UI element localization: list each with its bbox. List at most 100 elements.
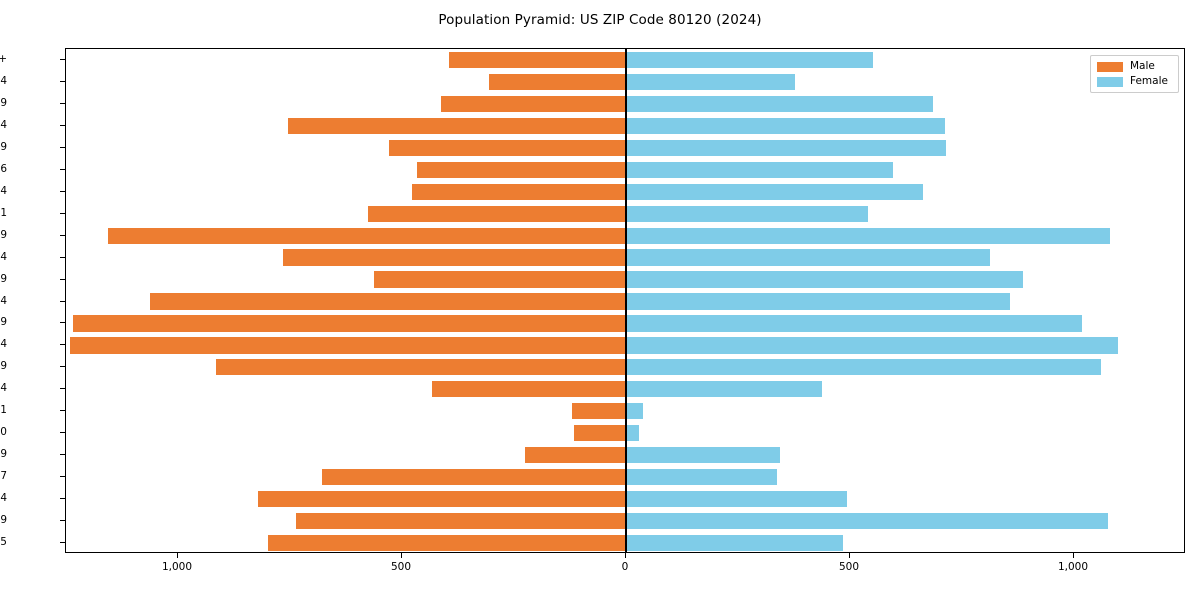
bar-row bbox=[66, 95, 1184, 112]
bar-row bbox=[66, 425, 1184, 442]
bar-male[interactable] bbox=[572, 403, 626, 420]
plot-area bbox=[65, 48, 1185, 553]
bar-row bbox=[66, 205, 1184, 222]
bar-female[interactable] bbox=[626, 161, 893, 178]
y-axis-tick-mark bbox=[60, 454, 65, 456]
y-axis-tick-mark bbox=[60, 542, 65, 544]
bar-female[interactable] bbox=[626, 51, 874, 69]
bar-row bbox=[66, 51, 1184, 69]
bar-female[interactable] bbox=[626, 403, 644, 420]
bar-male[interactable] bbox=[72, 315, 626, 332]
y-axis-tick-label: 18-19 bbox=[0, 448, 7, 461]
x-axis-tick-label: 1,000 bbox=[1057, 561, 1089, 573]
bar-male[interactable] bbox=[573, 425, 626, 442]
bar-row bbox=[66, 183, 1184, 200]
x-axis-tick-mark bbox=[849, 553, 850, 558]
bar-male[interactable] bbox=[411, 183, 626, 200]
y-axis-tick-label: 35-39 bbox=[0, 316, 7, 329]
legend-label: Female bbox=[1130, 75, 1168, 87]
bar-male[interactable] bbox=[267, 534, 626, 552]
bar-female[interactable] bbox=[626, 359, 1101, 376]
bar-male[interactable] bbox=[488, 73, 626, 91]
bar-male[interactable] bbox=[373, 271, 626, 288]
bar-male[interactable] bbox=[432, 381, 626, 398]
bar-male[interactable] bbox=[216, 359, 626, 376]
bar-male[interactable] bbox=[322, 469, 626, 486]
y-axis-tick-label: 70-74 bbox=[0, 118, 7, 131]
bar-female[interactable] bbox=[626, 490, 848, 508]
bar-male[interactable] bbox=[283, 249, 626, 266]
bar-female[interactable] bbox=[626, 534, 844, 552]
bar-row bbox=[66, 249, 1184, 266]
y-axis-tick-mark bbox=[60, 146, 65, 148]
y-axis-tick-mark bbox=[60, 124, 65, 126]
x-axis-tick-label: 500 bbox=[838, 561, 860, 573]
bar-female[interactable] bbox=[626, 73, 795, 91]
y-axis-tick-label: 10-14 bbox=[0, 492, 7, 505]
y-axis-tick-mark bbox=[60, 366, 65, 368]
bar-row bbox=[66, 534, 1184, 552]
bar-male[interactable] bbox=[288, 117, 626, 134]
bar-female[interactable] bbox=[626, 271, 1024, 288]
y-axis-tick-label: 20 bbox=[0, 426, 7, 439]
y-axis-tick-mark bbox=[60, 322, 65, 324]
bar-female[interactable] bbox=[626, 205, 868, 222]
bar-male[interactable] bbox=[149, 293, 626, 310]
bar-male[interactable] bbox=[440, 95, 626, 112]
bar-female[interactable] bbox=[626, 315, 1083, 332]
legend-entry[interactable]: Female bbox=[1097, 76, 1172, 87]
y-axis-tick-mark bbox=[60, 212, 65, 214]
bar-male[interactable] bbox=[389, 139, 626, 156]
bar-female[interactable] bbox=[626, 183, 923, 200]
bar-female[interactable] bbox=[626, 249, 990, 266]
y-axis-tick-mark bbox=[60, 520, 65, 522]
x-axis-tick-mark bbox=[625, 553, 626, 558]
bar-female[interactable] bbox=[626, 425, 640, 442]
x-axis-tick-mark bbox=[177, 553, 178, 558]
bar-row bbox=[66, 359, 1184, 376]
legend-label: Male bbox=[1130, 60, 1155, 72]
y-axis-tick-mark bbox=[60, 410, 65, 412]
y-axis-tick-label: 55-59 bbox=[0, 228, 7, 241]
y-axis-tick-mark bbox=[60, 168, 65, 170]
bar-male[interactable] bbox=[69, 337, 626, 354]
bar-male[interactable] bbox=[258, 490, 626, 508]
bar-female[interactable] bbox=[626, 139, 947, 156]
bar-male[interactable] bbox=[525, 447, 626, 464]
bar-female[interactable] bbox=[626, 117, 946, 134]
bar-male[interactable] bbox=[416, 161, 626, 178]
bar-male[interactable] bbox=[296, 512, 626, 530]
bar-female[interactable] bbox=[626, 293, 1011, 310]
bar-row bbox=[66, 337, 1184, 354]
y-axis-tick-label: 45-49 bbox=[0, 272, 7, 285]
bar-female[interactable] bbox=[626, 512, 1109, 530]
bar-female[interactable] bbox=[626, 227, 1110, 244]
y-axis-tick-mark bbox=[60, 256, 65, 258]
y-axis-tick-label: 62-64 bbox=[0, 184, 7, 197]
bar-row bbox=[66, 117, 1184, 134]
legend-entry[interactable]: Male bbox=[1097, 61, 1172, 72]
legend[interactable]: Male Female bbox=[1090, 55, 1179, 93]
bar-row bbox=[66, 315, 1184, 332]
chart-title: Population Pyramid: US ZIP Code 80120 (2… bbox=[438, 12, 762, 28]
y-axis-tick-label: 75-79 bbox=[0, 96, 7, 109]
y-axis-tick-mark bbox=[60, 190, 65, 192]
x-axis-tick-label: 0 bbox=[621, 561, 629, 573]
bar-female[interactable] bbox=[626, 381, 822, 398]
bar-male[interactable] bbox=[107, 227, 626, 244]
y-axis-tick-label: 15-17 bbox=[0, 470, 7, 483]
x-axis-tick-label: 500 bbox=[390, 561, 412, 573]
y-axis-tick-label: 22-24 bbox=[0, 382, 7, 395]
bar-female[interactable] bbox=[626, 337, 1119, 354]
bar-female[interactable] bbox=[626, 95, 933, 112]
bar-male[interactable] bbox=[368, 205, 626, 222]
bar-female[interactable] bbox=[626, 469, 777, 486]
y-axis-tick-mark bbox=[60, 432, 65, 434]
y-axis-tick-mark bbox=[60, 234, 65, 236]
bar-row bbox=[66, 512, 1184, 530]
y-axis-tick-label: 85+ bbox=[0, 52, 7, 65]
bar-female[interactable] bbox=[626, 447, 780, 464]
zero-axis-line bbox=[625, 49, 627, 552]
bar-male[interactable] bbox=[449, 51, 626, 69]
